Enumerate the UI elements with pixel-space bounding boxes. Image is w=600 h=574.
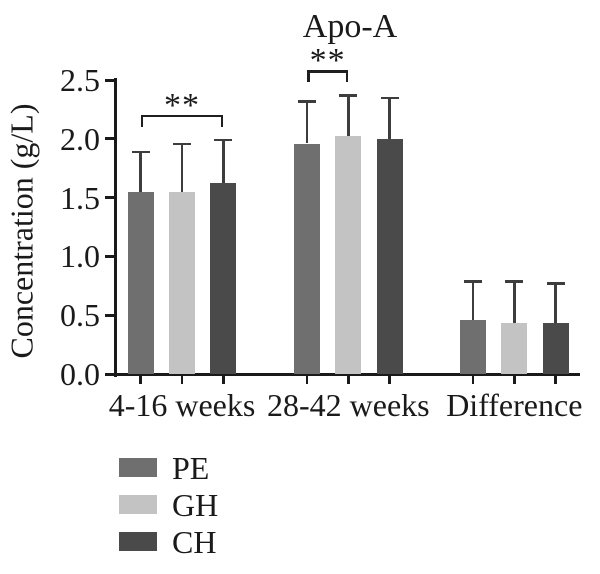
significance-bracket-left-end (307, 70, 310, 83)
significance-stars: ** (164, 86, 200, 124)
x-tick-mark (180, 376, 184, 384)
x-tick-mark (388, 376, 391, 384)
legend-label-pe: PE (172, 449, 210, 486)
significance-bracket-top (140, 114, 224, 118)
error-bar-line (388, 97, 391, 139)
legend-label-ch: CH (172, 523, 217, 560)
y-tick-mark (105, 313, 117, 317)
x-category-label: Difference (446, 387, 583, 423)
y-tick-mark (105, 78, 117, 82)
y-tick-mark (105, 137, 117, 141)
x-category-label: 28-42 weeks (266, 387, 430, 423)
significance-bracket-left-end (140, 114, 144, 127)
error-bar-cap (380, 96, 399, 100)
error-bar-cap (173, 142, 191, 145)
error-bar-cap (298, 100, 316, 103)
error-bar-line (554, 283, 557, 324)
y-tick-label: 2.0 (60, 120, 100, 157)
error-bar-line (471, 281, 475, 320)
legend-swatch-ch (119, 532, 157, 551)
error-bar-cap (546, 282, 565, 285)
significance-stars: ** (309, 42, 346, 80)
y-tick-label: 0.0 (60, 356, 100, 392)
chart-title: Apo-A (302, 8, 398, 45)
bar-gh-1 (169, 191, 195, 374)
x-tick-mark (305, 376, 309, 384)
x-tick-mark (222, 376, 225, 384)
error-bar-cap (131, 150, 150, 154)
error-bar-line (139, 151, 142, 192)
legend-swatch-pe (119, 458, 157, 477)
y-axis-line (114, 78, 117, 377)
significance-bracket-right-end (345, 70, 349, 83)
x-category-label: 4-16 weeks (108, 387, 256, 423)
x-tick-mark (347, 376, 350, 384)
error-bar-cap (464, 280, 482, 283)
error-bar-line (305, 101, 309, 144)
bar-pe-2 (294, 143, 320, 374)
y-tick-label: 1.0 (60, 238, 100, 275)
bar-gh-3 (501, 323, 528, 374)
x-tick-mark (471, 376, 475, 384)
significance-bracket-top (307, 70, 349, 73)
bar-gh-2 (335, 136, 362, 374)
legend-label-gh: GH (172, 486, 219, 523)
bar-ch-1 (210, 183, 237, 374)
x-tick-mark (513, 376, 516, 384)
y-tick-mark (105, 196, 117, 200)
bar-pe-1 (127, 191, 154, 374)
error-bar-line (180, 143, 184, 192)
y-tick-mark (105, 372, 117, 376)
bar-ch-2 (376, 138, 403, 374)
error-bar-line (347, 95, 350, 137)
x-tick-mark (554, 376, 557, 384)
bar-ch-3 (542, 323, 569, 374)
error-bar-cap (339, 94, 358, 97)
bar-pe-3 (460, 319, 486, 374)
error-bar-line (513, 281, 516, 324)
y-tick-label: 0.5 (60, 297, 100, 334)
error-bar-cap (214, 138, 233, 142)
y-tick-mark (105, 254, 117, 258)
error-bar-line (222, 139, 225, 184)
error-bar-cap (505, 280, 524, 283)
y-tick-label: 2.5 (60, 62, 100, 98)
legend-swatch-gh (119, 495, 157, 514)
y-tick-label: 1.5 (60, 179, 100, 216)
significance-bracket-right-end (220, 114, 224, 127)
x-axis-line (105, 373, 580, 376)
x-tick-mark (139, 376, 142, 384)
